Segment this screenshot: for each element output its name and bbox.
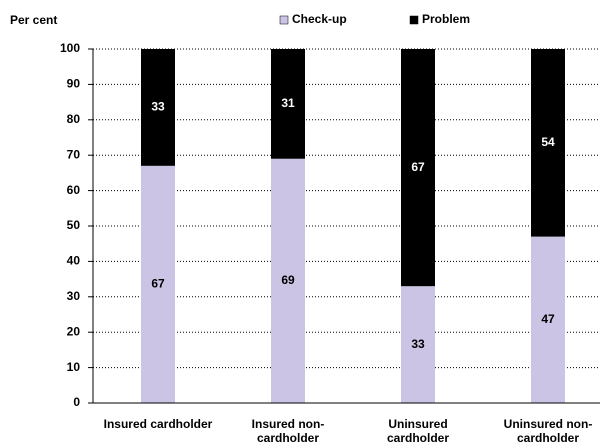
y-tick-label: 30 xyxy=(67,289,81,303)
y-tick-label: 0 xyxy=(73,395,80,409)
bar-segment xyxy=(141,165,175,403)
data-label: 54 xyxy=(541,135,555,149)
bar-segment xyxy=(531,236,565,403)
x-tick-label: Insured non-cardholder xyxy=(251,417,325,445)
y-tick-label: 100 xyxy=(60,41,80,55)
x-tick-label: Insured cardholder xyxy=(103,417,213,431)
y-axis-label: Per cent xyxy=(10,13,57,27)
bar-segment xyxy=(271,158,305,403)
y-tick-label: 10 xyxy=(67,360,81,374)
data-label: 47 xyxy=(541,312,555,326)
data-label: 33 xyxy=(151,100,165,114)
bar-segment xyxy=(401,286,435,403)
bar-segment xyxy=(141,49,175,166)
x-tick-label: Uninsured cardholder xyxy=(386,417,449,445)
y-tick-label: 20 xyxy=(67,324,81,338)
data-label: 67 xyxy=(151,277,165,291)
data-label: 67 xyxy=(411,160,425,174)
y-tick-label: 90 xyxy=(67,77,81,91)
bar-segment xyxy=(531,49,565,237)
x-tick-label: Uninsured non-cardholder xyxy=(503,417,593,445)
data-label: 31 xyxy=(281,96,295,110)
legend-label: Problem xyxy=(422,12,470,26)
data-label: 33 xyxy=(411,337,425,351)
bar-segment xyxy=(271,49,305,159)
data-label: 69 xyxy=(281,273,295,287)
legend-swatch xyxy=(409,15,419,25)
legend-swatch xyxy=(279,15,289,25)
y-tick-label: 50 xyxy=(67,218,81,232)
bar-segment xyxy=(401,49,435,287)
y-tick-label: 40 xyxy=(67,254,81,268)
y-tick-label: 60 xyxy=(67,183,81,197)
y-tick-label: 70 xyxy=(67,147,81,161)
legend-label: Check-up xyxy=(292,12,347,26)
y-tick-label: 80 xyxy=(67,112,81,126)
